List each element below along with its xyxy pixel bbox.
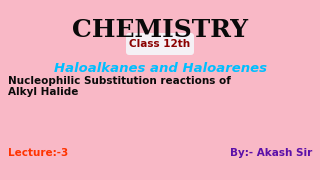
Text: Class 12th: Class 12th [129,39,191,49]
Text: Lecture:-3: Lecture:-3 [8,148,68,158]
Text: Nucleophilic Substitution reactions of: Nucleophilic Substitution reactions of [8,76,231,86]
Text: CHEMISTRY: CHEMISTRY [72,18,248,42]
Text: Alkyl Halide: Alkyl Halide [8,87,78,97]
FancyBboxPatch shape [126,33,194,55]
Text: By:- Akash Sir: By:- Akash Sir [230,148,312,158]
Text: Haloalkanes and Haloarenes: Haloalkanes and Haloarenes [53,62,267,75]
